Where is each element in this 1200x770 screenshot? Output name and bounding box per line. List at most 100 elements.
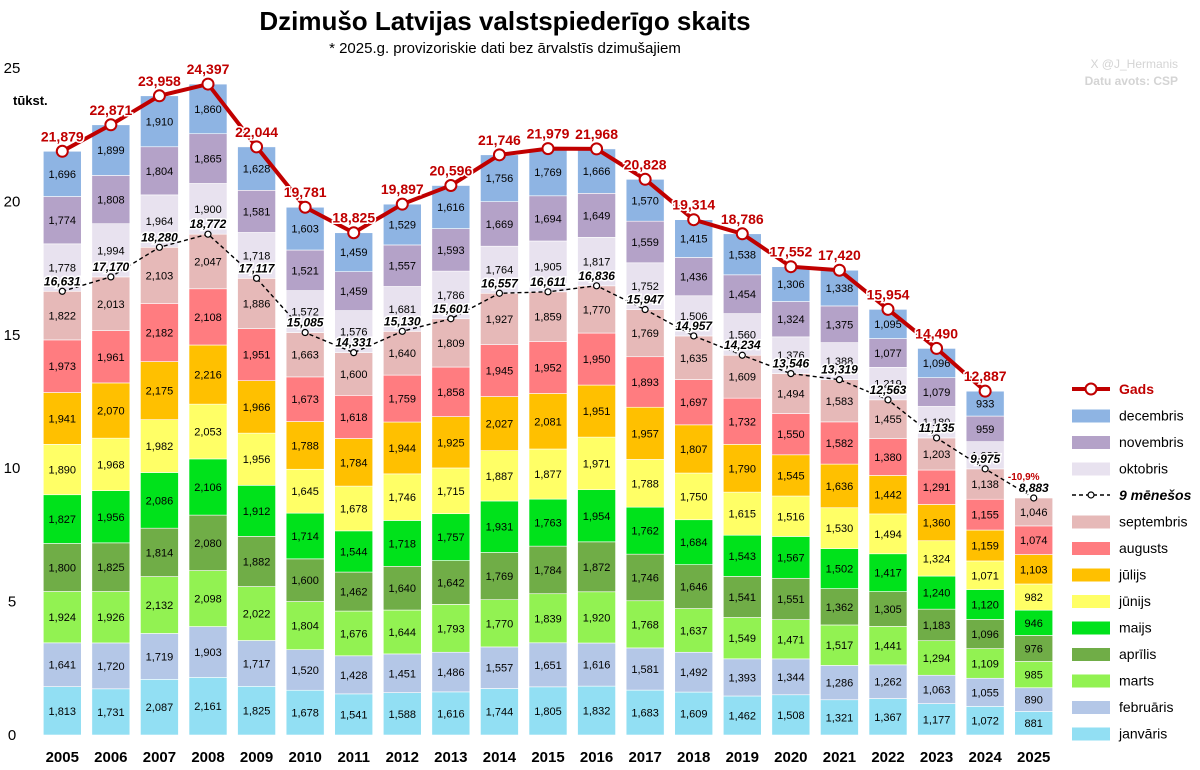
bar-value-label: 1,502 xyxy=(826,564,854,576)
bar-value-label: 1,635 xyxy=(680,353,708,365)
bar-segment-junijs xyxy=(577,436,616,491)
bar-value-label: 1,924 xyxy=(49,612,77,624)
bar-value-label: 1,541 xyxy=(340,709,368,721)
bar-value-label: 1,805 xyxy=(534,706,562,718)
x-tick-label: 2015 xyxy=(531,749,564,766)
legend-item-aprilis: aprīlis xyxy=(1072,646,1156,662)
line-value-label-9-menesos: 15,601 xyxy=(433,302,470,316)
legend-item-janvaris: janvāris xyxy=(1072,726,1167,742)
bar-value-label: 1,079 xyxy=(923,387,951,399)
bar-value-label: 1,731 xyxy=(97,707,125,719)
bar-value-label: 1,899 xyxy=(97,145,125,157)
bar-value-label: 1,954 xyxy=(583,511,611,523)
bar-segment-augusts xyxy=(868,438,908,476)
legend-item-junijs: jūnijs xyxy=(1072,593,1151,609)
bar-value-label: 1,762 xyxy=(631,526,659,538)
bar-value-label: 2,098 xyxy=(194,594,222,606)
bar-segment-aprilis xyxy=(480,552,519,601)
line-value-label-9-menesos: 15,947 xyxy=(627,293,665,307)
bar-stack-2012: 1,588 1,451 1,644 1,640 1,718 1,746 1,944 1,759… xyxy=(382,203,422,736)
bar-value-label: 1,718 xyxy=(389,538,417,550)
bar-segment-junijs xyxy=(868,513,908,555)
bar-value-label: 1,545 xyxy=(777,470,805,482)
bar-value-label: 1,778 xyxy=(49,263,77,275)
line-value-label-9-menesos: 16,836 xyxy=(578,269,615,283)
bar-segment-marts xyxy=(868,626,908,666)
bar-segment-oktobris xyxy=(42,243,82,292)
bar-segment-februaris xyxy=(625,647,665,691)
line-value-label-gads: 19,781 xyxy=(284,184,327,200)
bar-value-label: 1,551 xyxy=(777,594,805,606)
bar-value-label: 1,072 xyxy=(971,716,999,728)
bar-segment-marts xyxy=(188,570,228,627)
bar-value-label: 1,451 xyxy=(389,668,417,680)
bar-value-label: 1,344 xyxy=(777,672,805,684)
bar-segment-marts xyxy=(674,608,714,653)
bar-value-label: 1,920 xyxy=(583,612,611,624)
bar-value-label: 1,649 xyxy=(583,210,611,222)
bar-stack-2017: 1,683 1,581 1,768 1,746 1,762 1,788 1,957 1,893… xyxy=(625,179,665,736)
bar-value-label: 2,070 xyxy=(97,406,125,418)
bar-value-label: 1,696 xyxy=(49,169,77,181)
bar-stack-2023: 1,177 1,063 1,294 1,183 1,240 1,324 1,360 1,291… xyxy=(917,348,956,736)
bar-segment-marts xyxy=(91,591,131,644)
bar-value-label: 1,774 xyxy=(49,215,77,227)
legend: Gads decembris novembris oktobris 9 mēnešos s… xyxy=(1072,381,1192,742)
bar-segment-janvaris xyxy=(722,695,762,736)
bar-segment-aprilis xyxy=(625,553,665,602)
bar-value-label: 1,646 xyxy=(680,582,708,594)
bar-value-label: 1,581 xyxy=(243,206,271,218)
bar-segment-marts xyxy=(431,604,471,653)
bar-segment-oktobris xyxy=(188,183,228,235)
bar-segment-maijs xyxy=(674,519,714,565)
legend-item-marts: marts xyxy=(1072,673,1154,689)
credit-source: Datu avots: CSP xyxy=(1085,73,1178,90)
bar-stack-2020: 1,508 1,344 1,471 1,551 1,567 1,516 1,545 1,550… xyxy=(771,266,811,736)
legend-label: jūlijs xyxy=(1118,567,1146,583)
bar-value-label: 1,719 xyxy=(146,651,174,663)
bar-value-label: 1,109 xyxy=(971,658,999,670)
bar-segment-novembris xyxy=(625,220,665,264)
bar-value-label: 1,120 xyxy=(971,599,999,611)
bar-value-label: 1,720 xyxy=(97,661,125,673)
bar-segment-novembris xyxy=(868,338,908,368)
bar-value-label: 1,669 xyxy=(486,219,514,231)
bar-value-label: 1,877 xyxy=(534,469,562,481)
line-value-label-9-menesos: 13,546 xyxy=(773,357,810,371)
bar-value-label: 982 xyxy=(1025,592,1043,604)
line-value-label-gads: 21,968 xyxy=(575,126,618,142)
bar-value-label: 1,046 xyxy=(1020,507,1048,519)
legend-label: jūnijs xyxy=(1118,593,1151,609)
line-point-gads xyxy=(978,384,992,398)
bar-value-label: 1,718 xyxy=(243,250,271,262)
line-point-gads xyxy=(541,142,555,156)
bar-stack-2007: 2,087 1,719 2,132 1,814 2,086 1,982 2,175 2,182… xyxy=(140,95,179,736)
bar-segment-augusts xyxy=(722,397,762,445)
bar-segment-oktobris xyxy=(431,270,471,320)
bar-segment-septembris xyxy=(674,335,714,380)
bar-segment-marts xyxy=(820,624,859,666)
bar-value-label: 2,132 xyxy=(146,600,174,612)
bar-value-label: 1,550 xyxy=(777,429,805,441)
bar-segment-junijs xyxy=(188,403,228,460)
bar-segment-decembris xyxy=(237,146,276,191)
bar-segment-novembris xyxy=(965,415,1005,442)
bar-stack-2025: 881 890 985 976 946 982 1,103 1,074 1,046 xyxy=(1014,497,1054,736)
bar-value-label: 1,520 xyxy=(291,665,319,677)
line-point-9-menesos xyxy=(641,305,649,314)
bar-value-label: 1,717 xyxy=(243,658,271,670)
y-tick-label: 15 xyxy=(4,327,21,344)
legend-label: 9 mēnešos xyxy=(1119,487,1192,503)
bar-segment-marts xyxy=(285,601,325,650)
bar-segment-marts xyxy=(140,576,179,634)
bar-value-label: 1,912 xyxy=(243,506,271,518)
bar-segment-aprilis xyxy=(334,571,374,612)
bar-stack-2005: 1,813 1,641 1,924 1,800 1,827 1,890 1,941 1,973… xyxy=(42,150,82,736)
bar-segment-oktobris xyxy=(382,286,422,332)
bar-segment-aprilis xyxy=(528,545,568,595)
bar-segment-augusts xyxy=(334,395,374,439)
bar-value-label: 1,415 xyxy=(680,234,708,246)
bar-segment-junijs xyxy=(334,485,374,532)
bar-stack-2011: 1,541 1,428 1,676 1,462 1,544 1,678 1,784 1,618… xyxy=(334,232,374,736)
bar-segment-februaris xyxy=(577,642,616,687)
